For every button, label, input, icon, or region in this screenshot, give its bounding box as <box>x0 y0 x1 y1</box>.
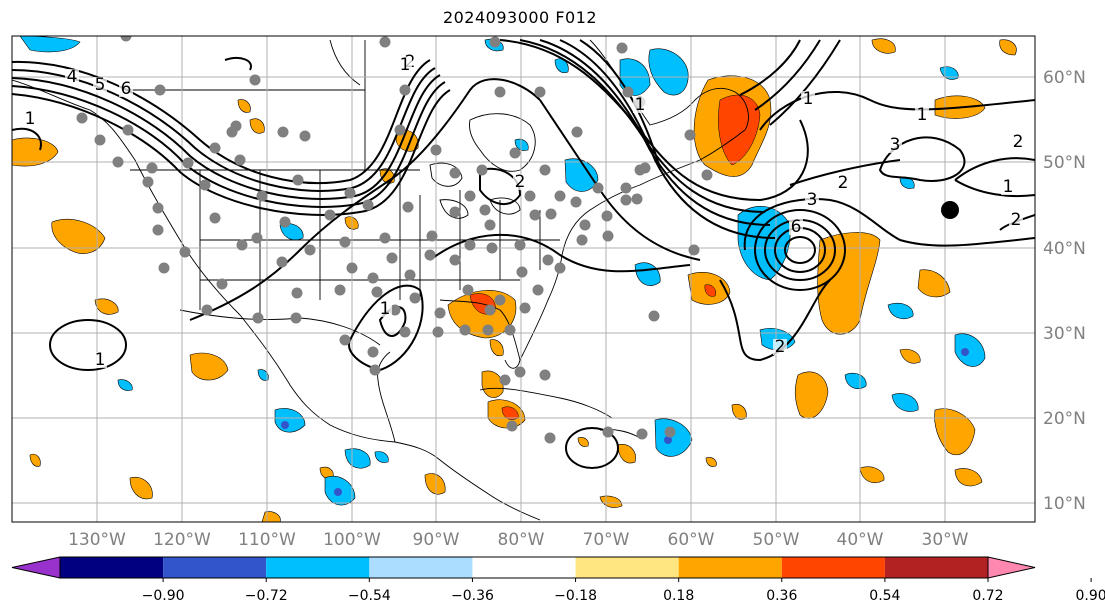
contour-label: 5 <box>95 75 106 95</box>
colorbar-bin <box>678 557 782 578</box>
contour-label: 2 <box>1011 210 1022 230</box>
colorbar-bin <box>163 557 267 578</box>
colorbar-tick-label: −0.90 <box>142 588 185 604</box>
lat-label: 30°N <box>1043 324 1086 344</box>
colorbar-tick-label: −0.72 <box>245 588 288 604</box>
contour-label: 1 <box>917 105 928 125</box>
colorbar-tick-label: −0.54 <box>348 588 391 604</box>
colorbar-tick-label: 0.90 <box>1076 588 1105 604</box>
latitude-labels: 60°N 50°N 40°N 30°N 20°N 10°N <box>1043 68 1086 514</box>
lon-label: 100°W <box>323 530 381 550</box>
colorbar-tick-label: 0.72 <box>972 588 1003 604</box>
lon-label: 60°W <box>668 530 715 550</box>
colorbar-bin <box>884 557 988 578</box>
contour-label: 2 <box>515 172 526 192</box>
contour-lines <box>12 39 1035 469</box>
colorbar-bin <box>781 557 885 578</box>
contour-label: 1 <box>380 299 391 319</box>
colorbar-bin <box>575 557 679 578</box>
lon-label: 50°W <box>753 530 800 550</box>
strong-negative-anomaly-areas <box>281 348 969 496</box>
contour-label: 1 <box>25 109 36 129</box>
lon-label: 80°W <box>498 530 545 550</box>
lat-label: 10°N <box>1043 494 1086 514</box>
colorbar-tick-label: 0.18 <box>663 588 694 604</box>
contour-label: 6 <box>121 79 132 99</box>
colorbar-tick-label: 0.54 <box>869 588 900 604</box>
contour-label: 2 <box>775 337 786 357</box>
contour-label: 4 <box>67 67 78 87</box>
lat-label: 50°N <box>1043 153 1086 173</box>
colorbar-tick-label: −0.18 <box>554 588 597 604</box>
lon-label: 70°W <box>583 530 630 550</box>
lat-label: 60°N <box>1043 68 1086 88</box>
colorbar-frame <box>59 556 989 579</box>
lon-label: 110°W <box>238 530 296 550</box>
contour-label: 3 <box>890 135 901 155</box>
colorbar-bin <box>369 557 473 578</box>
colorbar-bin <box>472 557 576 578</box>
colorbar-bin <box>60 557 164 578</box>
colorbar-max-extend <box>987 556 1036 579</box>
contour-label: 6 <box>791 217 802 237</box>
lon-label: 40°W <box>837 530 884 550</box>
contour-label: 2 <box>1013 132 1024 152</box>
contour-label: 1 <box>803 89 814 109</box>
contour-label: 3 <box>807 190 818 210</box>
contour-label: 2 <box>838 173 849 193</box>
contour-label: 1 <box>95 350 106 370</box>
marked-point <box>941 201 959 219</box>
station-markers <box>76 36 713 444</box>
contour-label: 1 <box>400 55 411 75</box>
contour-labels: 45612121236121232111 <box>23 52 1025 370</box>
colorbar-min-extend <box>11 556 61 579</box>
lon-label: 90°W <box>413 530 460 550</box>
lat-label: 20°N <box>1043 409 1086 429</box>
contour-label: 1 <box>635 95 646 115</box>
colorbar-tick-label: 0.36 <box>766 588 797 604</box>
graticule <box>12 36 1035 522</box>
lon-label: 130°W <box>68 530 126 550</box>
plot-title: 2024093000 F012 <box>442 8 598 27</box>
colorbar-tick-label: −0.36 <box>451 588 494 604</box>
colorbar: −0.90 −0.72 −0.54 −0.36 −0.18 0.18 0.36 0.54 0.7… <box>11 556 1105 604</box>
longitude-labels: 130°W 120°W 110°W 100°W 90°W 80°W 70°W 60°W 50°W… <box>68 530 969 550</box>
map-frame <box>11 35 1036 523</box>
colorbar-bin <box>266 557 370 578</box>
lon-label: 30°W <box>922 530 969 550</box>
lat-label: 40°N <box>1043 239 1086 259</box>
contour-label: 1 <box>1003 177 1014 197</box>
lon-label: 120°W <box>153 530 211 550</box>
